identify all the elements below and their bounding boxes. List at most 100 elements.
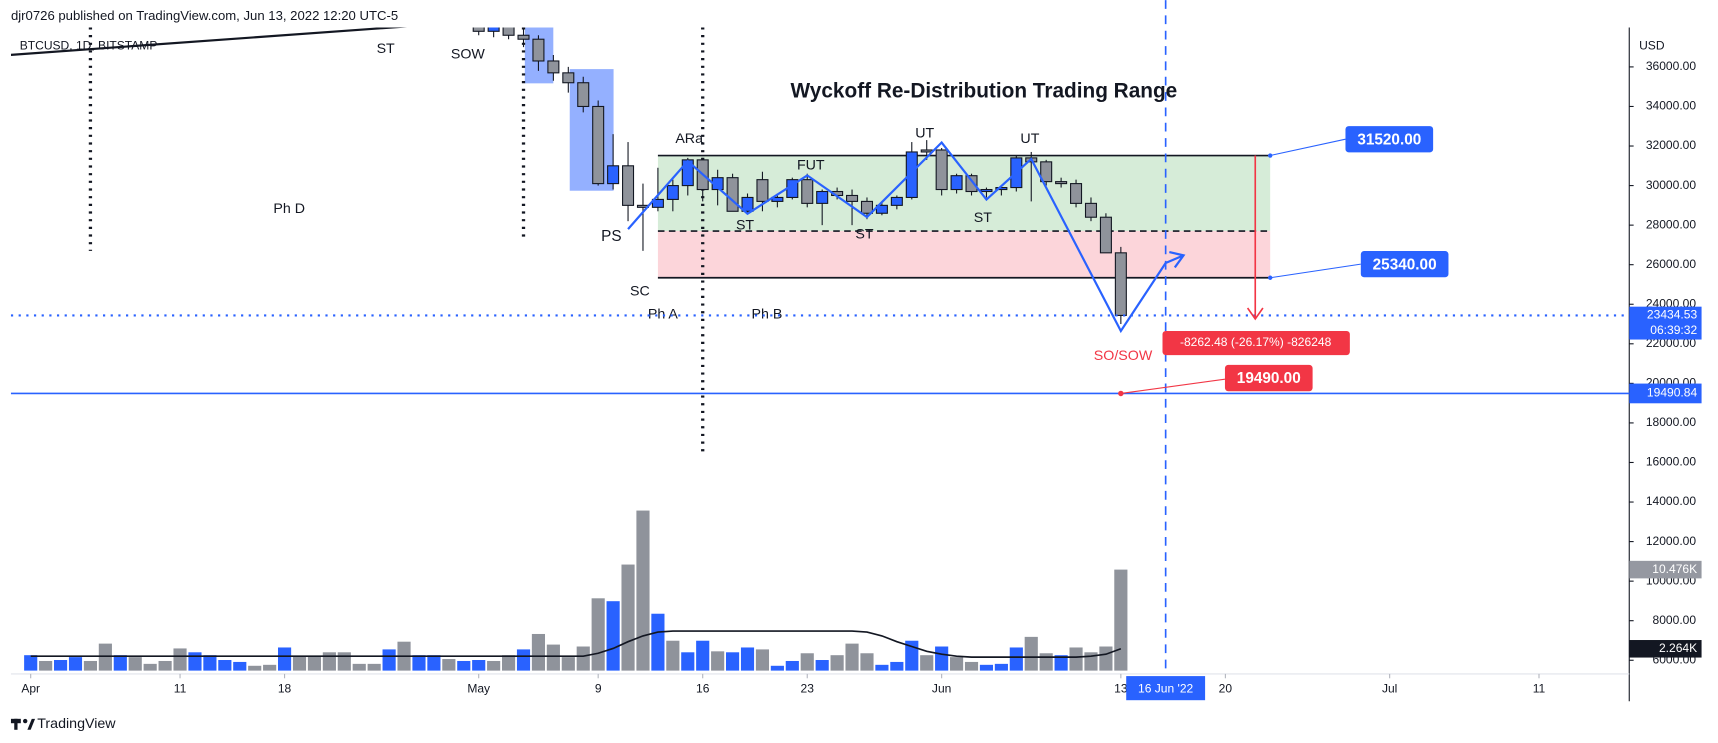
highlight-box xyxy=(569,69,614,191)
volume-axis-label: 10.476K xyxy=(1652,562,1697,576)
target-label: 19490.00 xyxy=(1237,370,1301,387)
candle-body xyxy=(1070,183,1083,204)
volume-bar xyxy=(994,663,1008,671)
x-tick-label: 20 xyxy=(1219,681,1233,695)
x-tick-label: 11 xyxy=(174,681,187,695)
y-tick-label: 26000.00 xyxy=(1646,257,1697,271)
volume-bar xyxy=(263,664,277,671)
logo-part xyxy=(23,718,28,724)
y-tick-label: 34000.00 xyxy=(1646,99,1697,113)
x-tick-label: 18 xyxy=(278,681,292,695)
publisher-line: djr0726 published on TradingView.com, Ju… xyxy=(11,8,398,23)
volume-bar xyxy=(98,643,112,671)
volume-bar xyxy=(606,601,620,671)
x-tick-label: 13 xyxy=(1114,681,1128,695)
annotation: ST xyxy=(377,41,395,57)
range-top-tag xyxy=(1345,126,1434,153)
annotation: Ph D xyxy=(273,201,305,217)
candle-body xyxy=(547,60,560,74)
range-top-label: 31520.00 xyxy=(1357,131,1421,148)
volume-bar xyxy=(561,657,575,671)
x-tick-label: Jul xyxy=(1382,681,1397,695)
candle-body xyxy=(1114,252,1127,316)
volume-bar xyxy=(68,657,83,671)
volume-bar xyxy=(143,663,157,671)
volume-bar xyxy=(322,652,336,671)
x-tick-label: Jun xyxy=(932,681,951,695)
volume-bar xyxy=(1039,653,1053,671)
x-tick-label: 11 xyxy=(1533,681,1546,695)
measure-label: -8262.48 (-26.17%) -826248 xyxy=(1180,335,1332,349)
volume-bar xyxy=(39,660,53,671)
volume-bar xyxy=(248,665,262,671)
annotation: UT xyxy=(915,126,934,142)
volume-bar xyxy=(457,660,471,671)
logo-part xyxy=(27,718,36,730)
volume-bar xyxy=(292,656,307,671)
annotation: ST xyxy=(736,218,754,234)
volume-bar xyxy=(531,633,546,671)
candle-body xyxy=(741,196,754,212)
volume-bar xyxy=(950,657,964,671)
target-tag xyxy=(1224,364,1313,392)
volume-bar xyxy=(1024,636,1038,671)
last-price-axis-tag xyxy=(1629,306,1702,340)
volume-bar xyxy=(696,640,710,671)
range-lower-box xyxy=(657,231,1271,278)
volume-bar xyxy=(307,656,322,671)
measure-arrowhead xyxy=(1246,307,1264,321)
range-top-connector xyxy=(1270,138,1346,157)
annotation: SC xyxy=(630,283,650,299)
volume-bar xyxy=(681,652,695,671)
candle-body xyxy=(846,194,859,202)
candle-body xyxy=(965,175,978,193)
volume-bar xyxy=(412,655,426,671)
logo-part xyxy=(14,718,18,730)
volume-ma-line xyxy=(30,630,1122,658)
volume-bar xyxy=(740,647,755,671)
volume-bar xyxy=(591,598,605,671)
volume-bar xyxy=(442,659,456,671)
annotation: ST xyxy=(855,226,873,242)
annotation: Ph B xyxy=(752,306,783,322)
y-tick-label: 28000.00 xyxy=(1646,217,1697,231)
volume-bar xyxy=(502,655,516,671)
y-tick-label: 36000.00 xyxy=(1646,59,1697,73)
x-tick-label: Apr xyxy=(21,681,40,695)
volume-bar xyxy=(785,660,799,671)
cursor-axis-tag xyxy=(1126,676,1206,701)
candle-body xyxy=(801,179,814,204)
target-connector xyxy=(1120,378,1226,394)
candle-body xyxy=(666,185,679,200)
volume-bar xyxy=(352,663,366,671)
candle-body xyxy=(651,198,664,208)
candle-body xyxy=(890,196,903,206)
volume-bar xyxy=(188,652,202,671)
cursor-axis-label: 16 Jun '22 xyxy=(1138,681,1194,695)
volume-bar xyxy=(158,660,172,671)
volume-bar xyxy=(1054,655,1068,671)
candle-body xyxy=(562,72,575,84)
swing-arrowhead xyxy=(1169,251,1186,269)
x-tick-label: May xyxy=(467,681,490,695)
x-tick-label: 9 xyxy=(595,681,602,695)
candle-body xyxy=(771,196,784,202)
volume-bar xyxy=(203,655,217,671)
volume-bar xyxy=(711,651,725,671)
volume-bar xyxy=(815,660,829,671)
candle-body xyxy=(532,38,545,62)
trend-line xyxy=(10,27,408,56)
y-tick-label: 14000.00 xyxy=(1646,494,1697,508)
y-tick-label: 12000.00 xyxy=(1646,534,1697,548)
symbol-label: BTCUSD, 1D, BITSTAMP xyxy=(20,38,158,52)
volume-axis-tag xyxy=(1629,640,1702,658)
volume-bar xyxy=(755,649,770,671)
brand-name: TradingView xyxy=(37,716,116,732)
volume-bar xyxy=(920,655,934,671)
volume-bar xyxy=(860,653,874,671)
volume-bar xyxy=(128,657,142,671)
y-tick-label: 30000.00 xyxy=(1646,178,1697,192)
brand: TradingView xyxy=(10,716,116,732)
